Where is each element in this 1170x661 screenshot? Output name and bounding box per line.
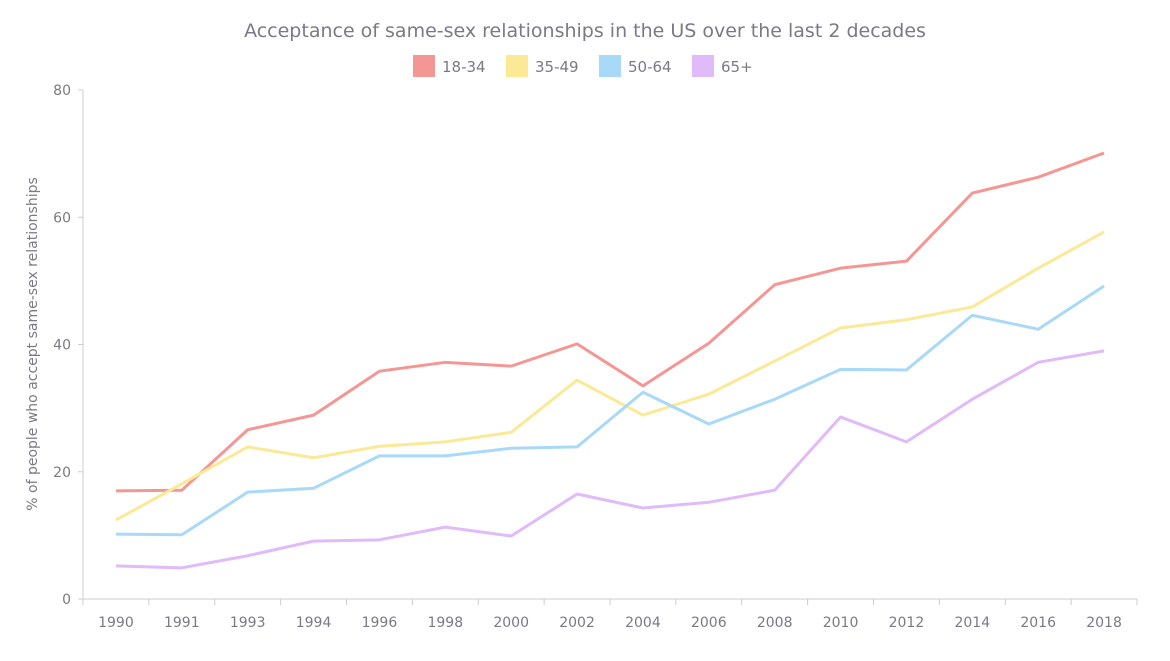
x-tick-label: 2010: [823, 615, 859, 631]
series-line-18-34: [116, 153, 1104, 491]
legend-item-18-34: 18-34: [413, 55, 486, 77]
legend-label: 35-49: [535, 58, 579, 76]
legend-swatch: [692, 55, 714, 77]
legend-swatch: [413, 55, 435, 77]
x-tick-label: 1993: [230, 615, 266, 631]
legend-swatch: [506, 55, 528, 77]
x-tick-label: 2006: [691, 615, 727, 631]
x-tick-label: 1994: [296, 615, 332, 631]
y-tick-label: 20: [53, 465, 71, 481]
legend-label: 18-34: [442, 58, 486, 76]
x-tick-label: 1998: [427, 615, 463, 631]
series-line-35-49: [116, 232, 1104, 520]
legend-item-50-64: 50-64: [599, 55, 672, 77]
legend-label: 50-64: [628, 58, 672, 76]
legend-item-35-49: 35-49: [506, 55, 579, 77]
chart-title: Acceptance of same-sex relationships in …: [244, 20, 926, 42]
y-tick-label: 60: [53, 210, 71, 226]
y-tick-label: 0: [62, 592, 71, 608]
x-tick-label: 1990: [98, 615, 134, 631]
x-tick-label: 1991: [164, 615, 200, 631]
y-tick-label: 40: [53, 338, 71, 354]
legend-item-65+: 65+: [692, 55, 753, 77]
y-tick-label: 80: [53, 83, 71, 99]
x-tick-label: 2016: [1020, 615, 1056, 631]
x-tick-label: 2004: [625, 615, 661, 631]
legend-swatch: [599, 55, 621, 77]
series-line-65+: [116, 351, 1104, 568]
x-tick-label: 1996: [362, 615, 398, 631]
x-tick-label: 2012: [889, 615, 925, 631]
x-tick-label: 2008: [757, 615, 793, 631]
y-axis-label: % of people who accept same-sex relation…: [25, 177, 41, 511]
series-lines: [116, 153, 1104, 568]
x-tick-label: 2000: [493, 615, 529, 631]
x-tick-label: 2018: [1086, 615, 1122, 631]
legend: 18-34 35-49 50-64 65+: [413, 55, 753, 77]
x-tick-label: 2014: [954, 615, 990, 631]
x-tick-label: 2002: [559, 615, 595, 631]
legend-label: 65+: [721, 58, 753, 76]
